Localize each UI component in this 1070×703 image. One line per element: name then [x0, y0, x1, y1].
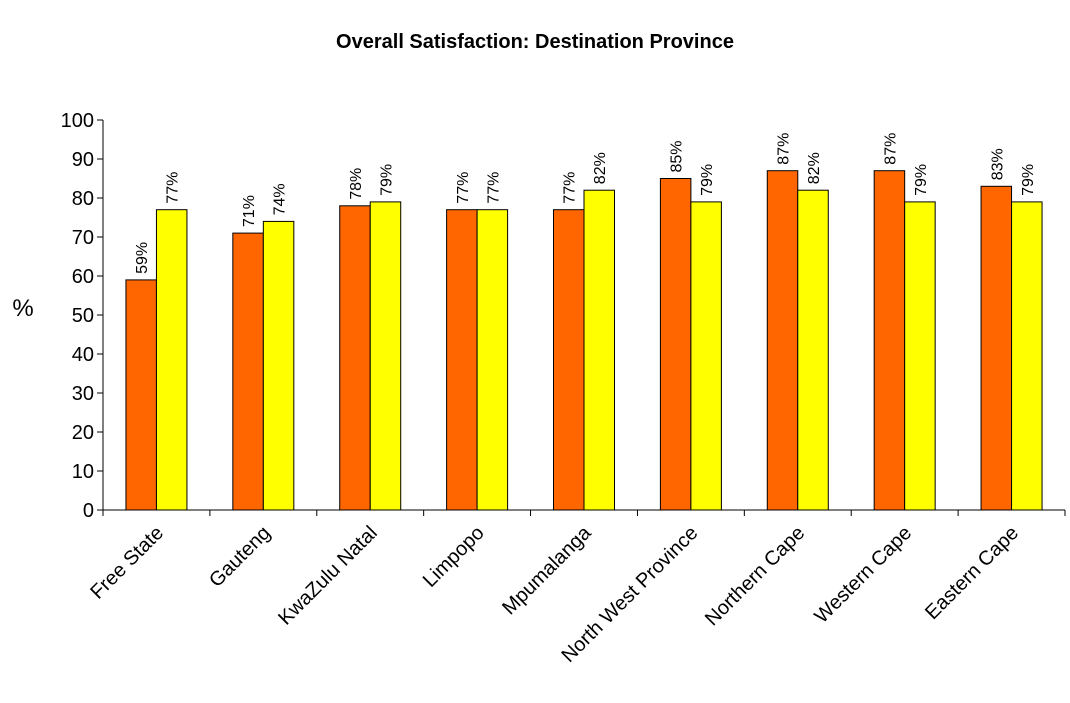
- data-label: 74%: [272, 183, 289, 215]
- y-tick-label: 0: [83, 500, 94, 522]
- chart-title: Overall Satisfaction: Destination Provin…: [336, 31, 734, 53]
- x-tick-label: Mpumalanga: [498, 521, 596, 619]
- bar: [766, 170, 799, 511]
- x-tick-label: Limpopo: [419, 522, 489, 592]
- data-label: 77%: [485, 172, 502, 204]
- data-label: 79%: [699, 164, 716, 196]
- data-label: 71%: [241, 195, 258, 227]
- x-tick-label: Gauteng: [205, 522, 275, 592]
- bar: [476, 209, 509, 511]
- data-label: 77%: [165, 172, 182, 204]
- bar: [446, 209, 478, 511]
- bar: [155, 209, 188, 511]
- y-tick-label: 100: [61, 110, 94, 132]
- bar: [262, 220, 295, 511]
- data-label: 87%: [882, 133, 899, 165]
- bar: [690, 201, 722, 511]
- data-label: 77%: [562, 172, 579, 204]
- data-label: 85%: [669, 140, 686, 172]
- bar: [369, 201, 402, 511]
- y-tick-label: 40: [72, 344, 94, 366]
- data-label: 87%: [776, 133, 793, 165]
- x-tick-label: Free State: [86, 522, 168, 604]
- bar: [659, 178, 692, 511]
- y-axis-label: %: [12, 295, 33, 322]
- bar: [339, 205, 371, 511]
- bar: [797, 189, 829, 511]
- x-tick-label: Northern Cape: [701, 522, 809, 630]
- data-label: 82%: [806, 152, 823, 184]
- bar: [232, 232, 264, 511]
- bar: [904, 201, 936, 511]
- y-tick-label: 60: [72, 266, 94, 288]
- y-tick-label: 20: [72, 422, 94, 444]
- bar: [980, 185, 1013, 511]
- y-tick-label: 90: [72, 149, 94, 171]
- data-label: 83%: [989, 148, 1006, 180]
- data-label: 79%: [913, 164, 930, 196]
- data-label: 77%: [455, 172, 472, 204]
- data-label: 82%: [592, 152, 609, 184]
- y-tick-label: 80: [72, 188, 94, 210]
- y-tick-label: 70: [72, 227, 94, 249]
- y-tick-label: 10: [72, 461, 94, 483]
- x-tick-label: KwaZulu Natal: [274, 522, 382, 630]
- data-label: 79%: [378, 164, 395, 196]
- x-tick-label: Western Cape: [811, 522, 917, 628]
- y-tick-label: 50: [72, 305, 94, 327]
- bars-layer: [125, 170, 1043, 511]
- data-label: 78%: [348, 168, 365, 200]
- labels-layer: 59% 77% 71% 74% 78% 79% 77% 77% 77% 82% 85% 79% 87% 8…: [134, 133, 1037, 274]
- x-tick-label: Eastern Cape: [921, 522, 1023, 624]
- bar: [873, 170, 906, 511]
- bar: [1011, 201, 1043, 511]
- data-label: 79%: [1020, 164, 1037, 196]
- bar: [125, 279, 157, 511]
- bar: [583, 189, 615, 511]
- bar: [553, 209, 585, 511]
- data-label: 59%: [134, 242, 151, 274]
- y-tick-label: 30: [72, 383, 94, 405]
